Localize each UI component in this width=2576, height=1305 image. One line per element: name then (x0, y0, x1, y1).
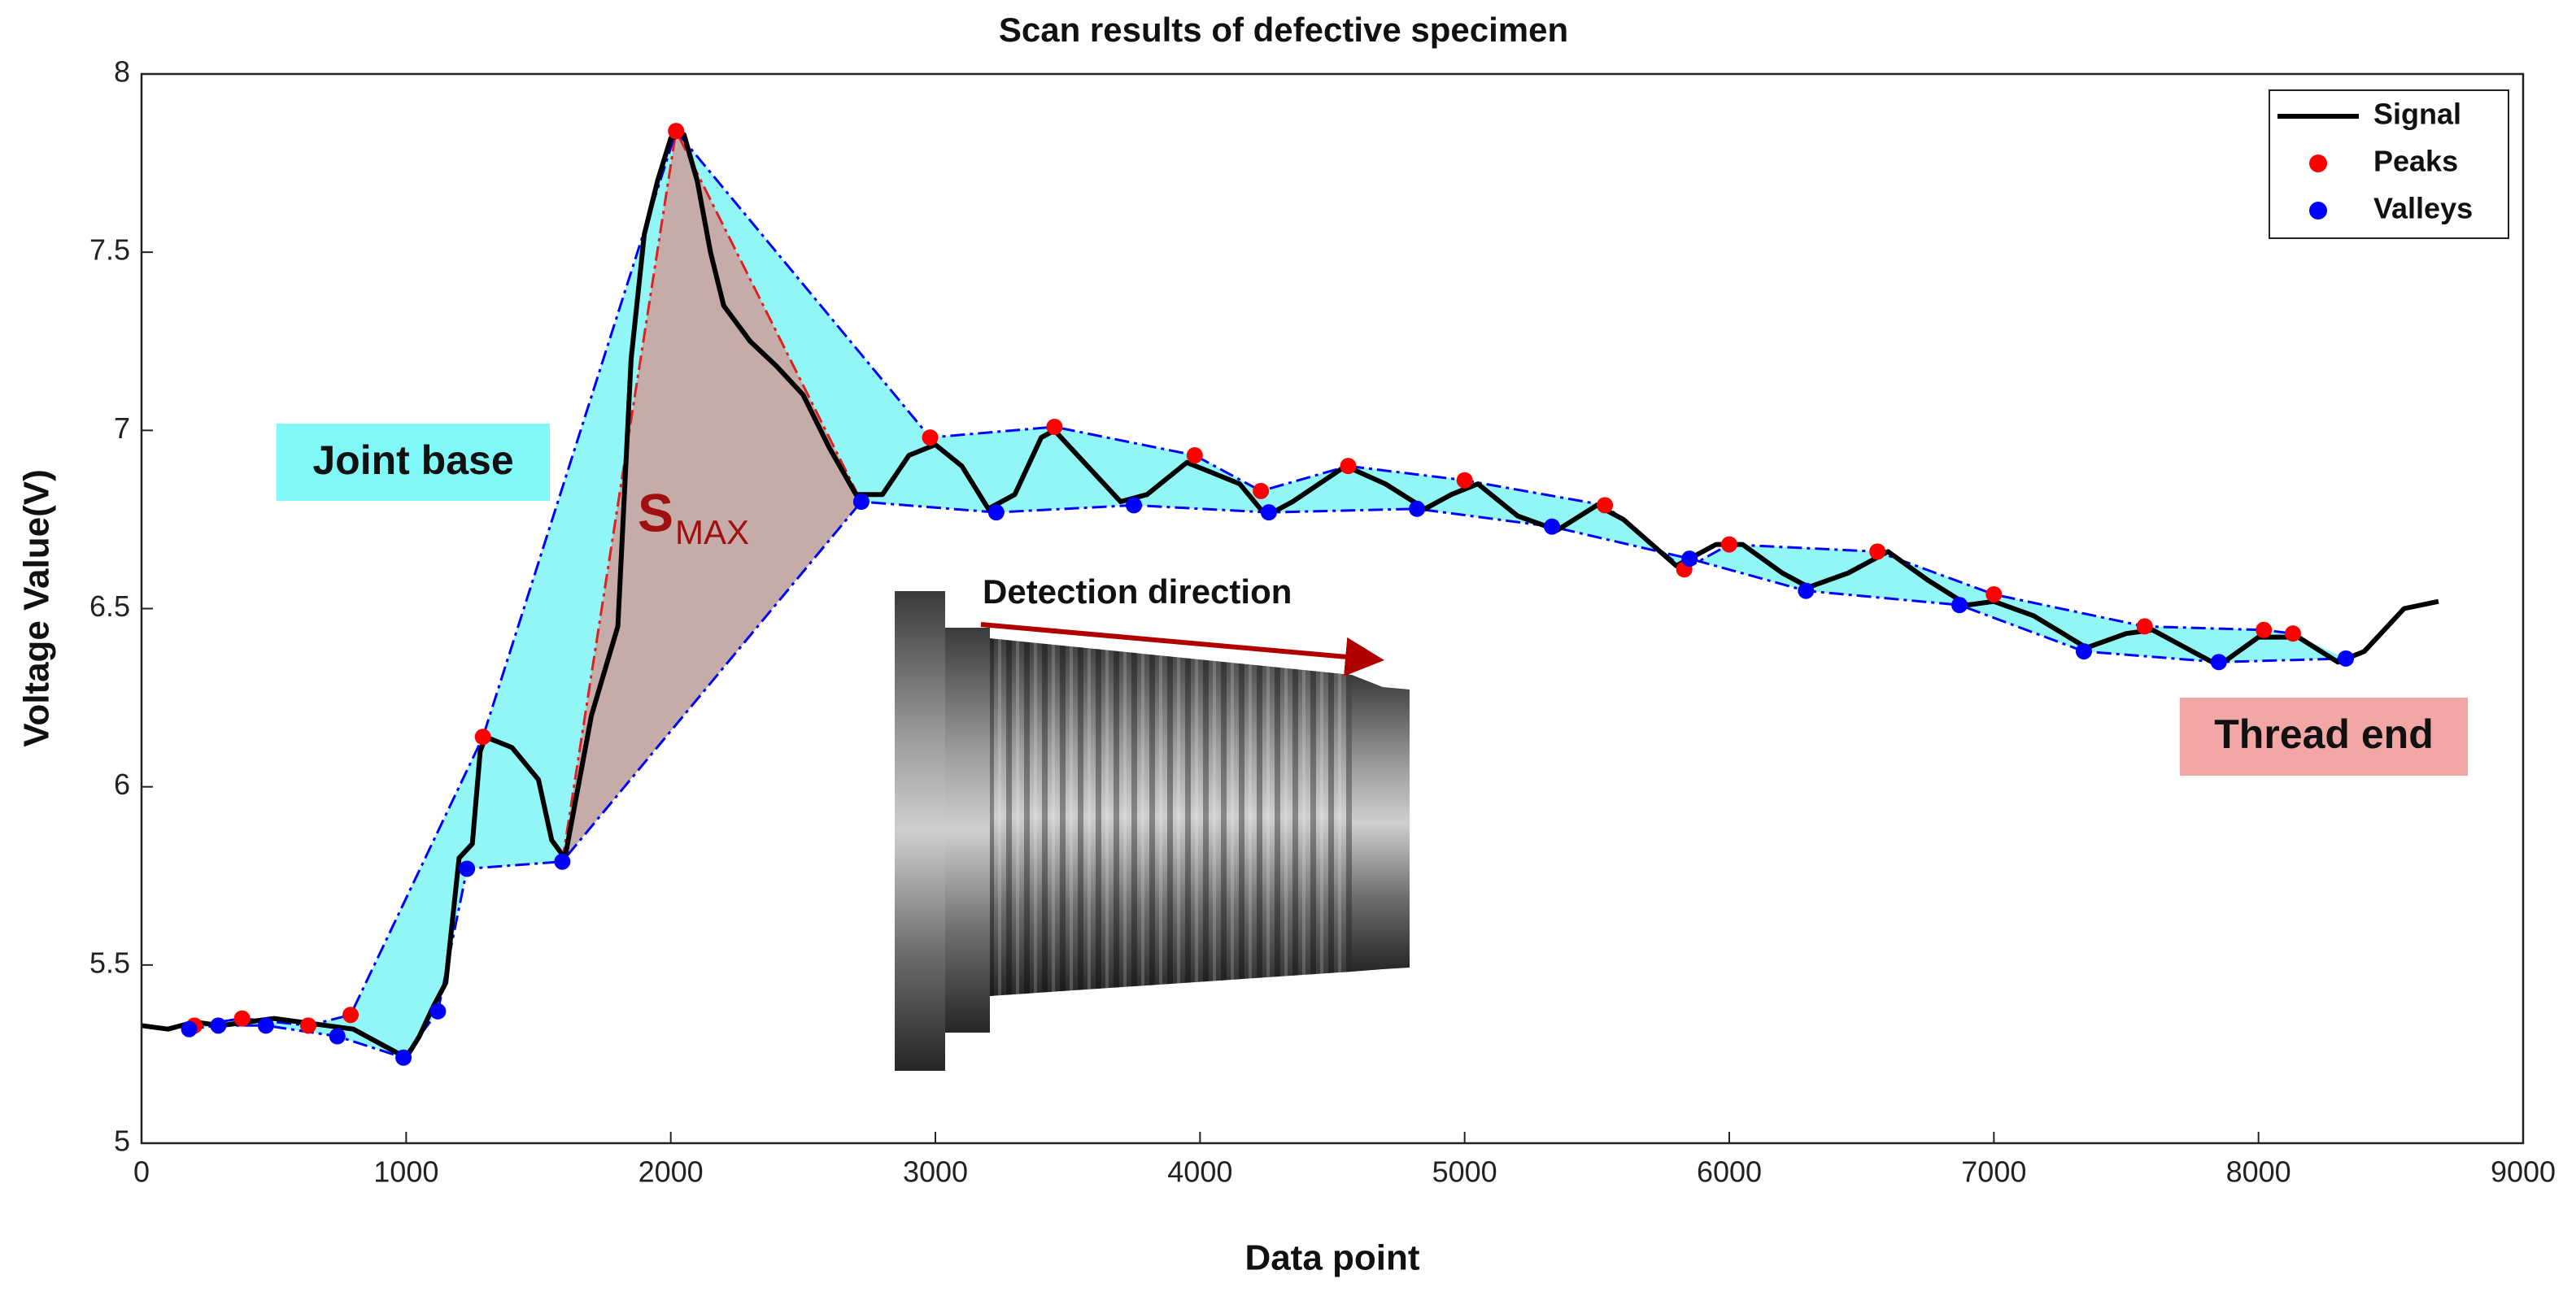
x-tick-label: 9000 (2491, 1155, 2556, 1189)
valley-marker (554, 853, 571, 870)
peak-marker (1721, 536, 1737, 553)
upper-envelope (194, 128, 2294, 1027)
valley-marker (987, 504, 1005, 521)
peak-marker (474, 729, 491, 746)
y-tick-label: 8 (114, 55, 130, 89)
peak-marker (2284, 625, 2301, 642)
peak-marker (1597, 497, 1614, 514)
collar (945, 628, 990, 1033)
peak-marker (342, 1007, 360, 1024)
peak-marker (1456, 472, 1473, 489)
y-tick-label: 6.5 (89, 589, 130, 623)
x-tick-label: 3000 (903, 1155, 968, 1189)
annotation-box (2180, 698, 2468, 776)
peak-marker (2136, 618, 2153, 635)
signal-line (141, 132, 2439, 1060)
x-tick-label: 1000 (373, 1155, 438, 1189)
valley-marker (459, 860, 476, 877)
valley-marker (210, 1017, 227, 1034)
plot-area (141, 123, 2439, 1066)
thread-end (1352, 675, 1410, 972)
valley-marker (395, 1049, 412, 1066)
peak-marker (1340, 458, 1357, 475)
x-tick-label: 0 (133, 1155, 150, 1189)
legend-label: Valleys (2373, 192, 2473, 225)
y-tick-label: 7 (114, 411, 130, 445)
valley-marker (329, 1028, 346, 1045)
valley-marker (2338, 650, 2355, 667)
annotation: Thread end (2214, 711, 2433, 757)
valley-marker (852, 494, 870, 510)
peak-marker (233, 1010, 251, 1027)
x-tick-label: 7000 (1961, 1155, 2026, 1189)
valley-marker (1681, 550, 1698, 568)
legend-swatch (2309, 202, 2327, 220)
valley-marker (1798, 582, 1815, 599)
legend-label: Peaks (2373, 145, 2458, 178)
peak-marker (1985, 585, 2003, 602)
legend-swatch (2309, 154, 2327, 172)
threads (990, 638, 1352, 996)
annotation-subscript: MAX (675, 513, 749, 551)
annotation: Detection direction (983, 572, 1292, 611)
legend-label: Signal (2373, 98, 2461, 131)
x-tick-label: 6000 (1697, 1155, 1762, 1189)
y-axis-title: Voltage Value(V) (17, 469, 57, 747)
valley-marker (1544, 518, 1561, 535)
peak-marker (299, 1017, 316, 1034)
valley-marker (1409, 500, 1426, 517)
x-tick-label: 2000 (639, 1155, 704, 1189)
valley-marker (1260, 504, 1277, 521)
x-tick-label: 4000 (1167, 1155, 1232, 1189)
x-tick-label: 8000 (2226, 1155, 2291, 1189)
specimen-illustration (895, 591, 1410, 1071)
valley-marker (257, 1017, 274, 1034)
direction-arrow (980, 622, 1384, 676)
valley-marker (1951, 597, 1968, 614)
y-tick-label: 6 (114, 768, 130, 801)
valley-marker (181, 1020, 198, 1037)
peak-marker (1253, 482, 1270, 499)
valley-marker (429, 1003, 447, 1020)
valley-marker (2075, 643, 2092, 660)
peak-marker (1186, 447, 1203, 464)
x-axis-title: Data point (1244, 1238, 1419, 1278)
chart-title: Scan results of defective specimen (999, 11, 1568, 49)
annotation: Joint base (312, 437, 513, 483)
y-tick-label: 7.5 (89, 233, 130, 267)
peak-marker (922, 429, 939, 446)
flange (895, 591, 945, 1071)
legend: Signal Peaks Valleys (2269, 89, 2509, 239)
peak-marker (1046, 418, 1063, 435)
y-tick-label: 5.5 (89, 946, 130, 979)
smax-region (562, 131, 861, 862)
y-tick-label: 5 (114, 1124, 130, 1158)
valley-marker (1126, 497, 1142, 514)
valley-marker (2210, 654, 2227, 671)
annotation-box (277, 424, 550, 501)
peak-marker (1869, 543, 1886, 560)
peak-marker (668, 123, 685, 140)
annotation: S (638, 482, 673, 542)
lower-envelope (189, 500, 2347, 1059)
peak-marker (2256, 621, 2273, 638)
x-tick-label: 5000 (1432, 1155, 1497, 1189)
